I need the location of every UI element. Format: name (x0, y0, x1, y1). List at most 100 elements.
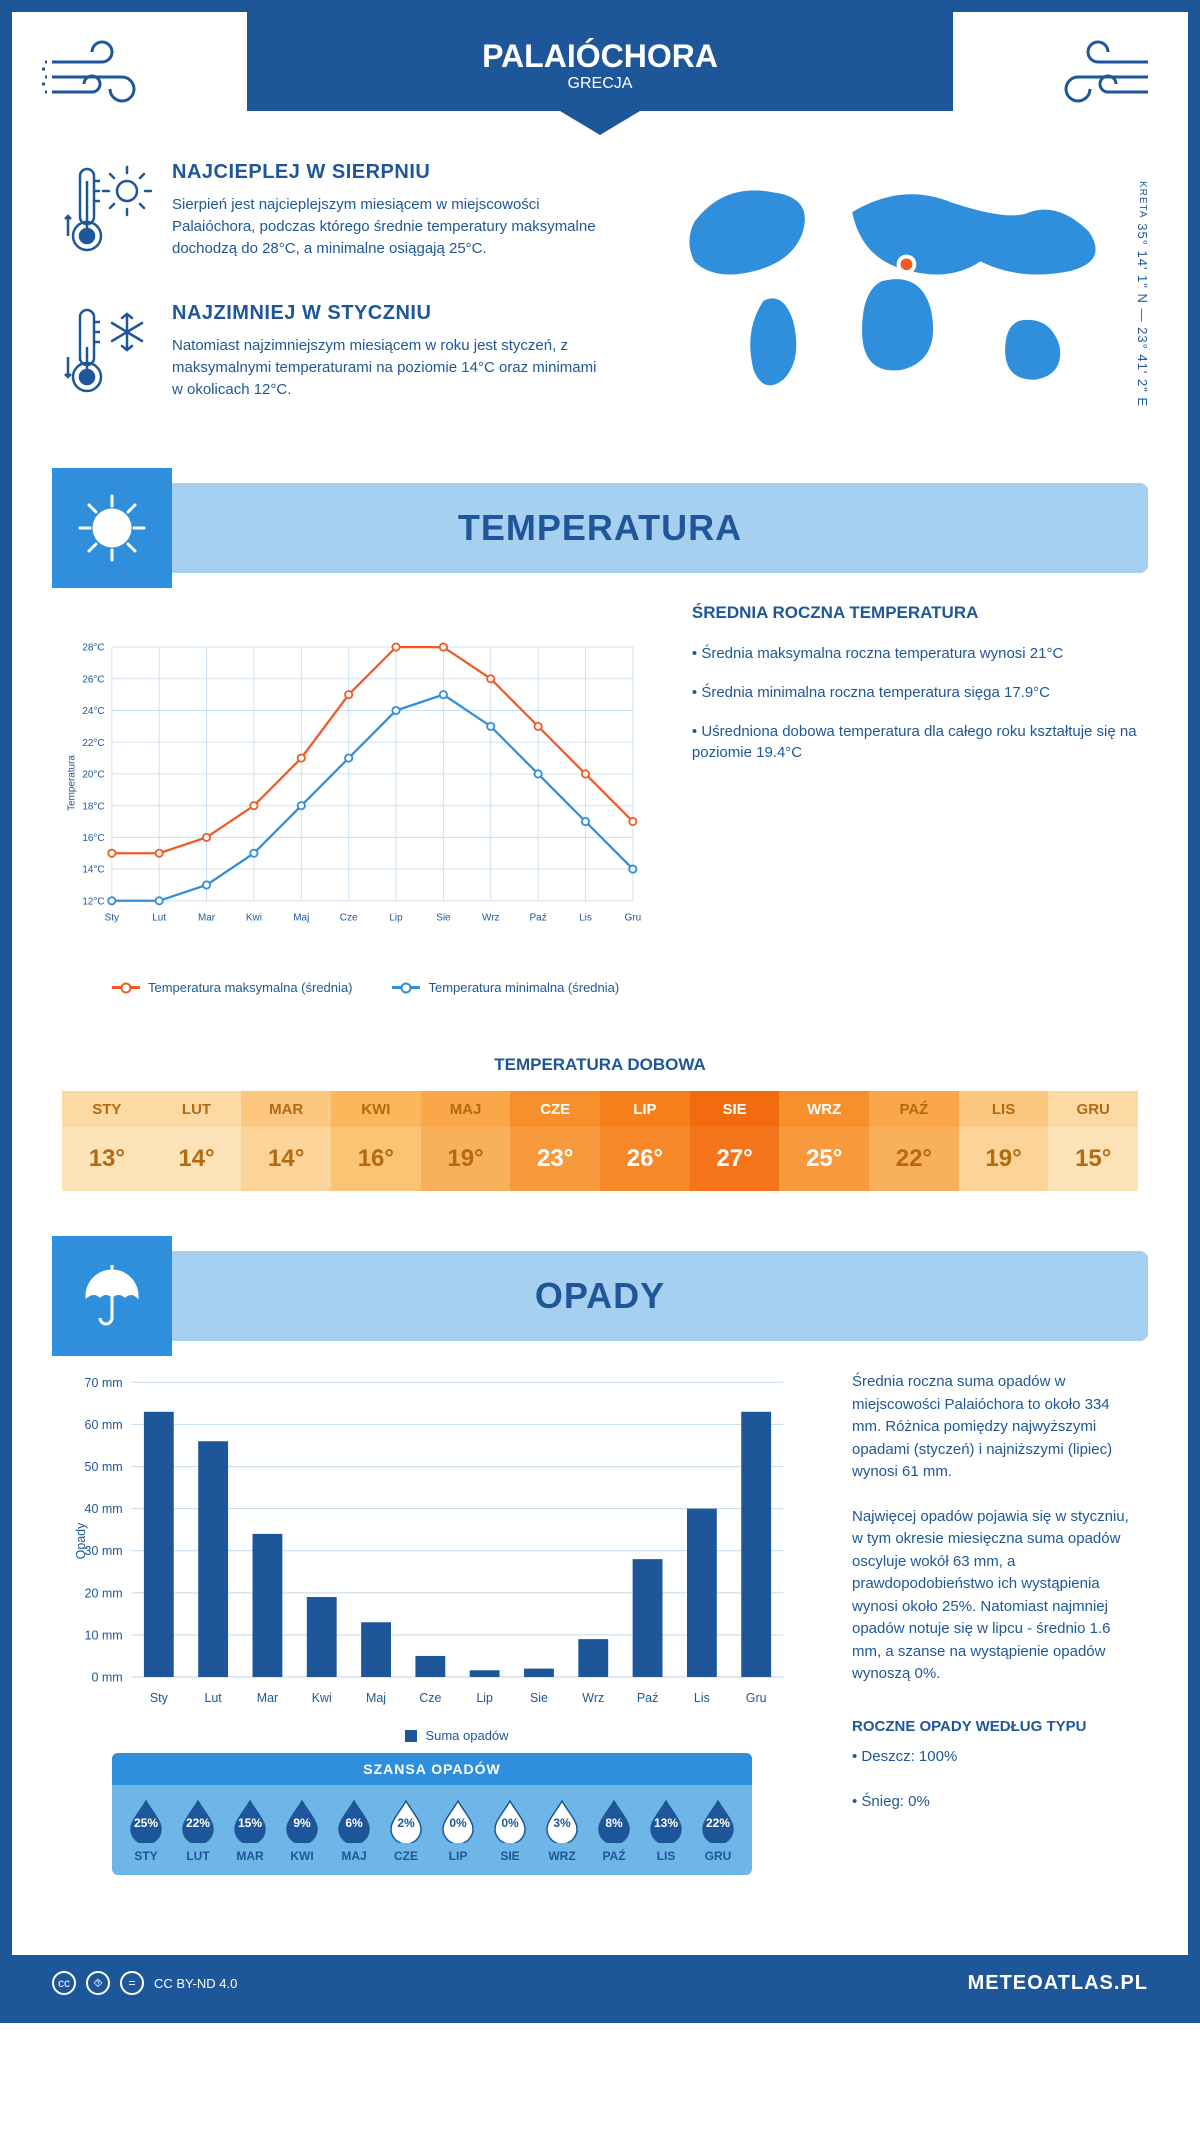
svg-text:10 mm: 10 mm (85, 1628, 123, 1642)
fact-hot-text: Sierpień jest najcieplejszym miesiącem w… (172, 194, 605, 259)
svg-text:Kwi: Kwi (246, 913, 262, 924)
svg-text:Opady: Opady (74, 1522, 88, 1559)
chance-cell: 22%LUT (172, 1797, 224, 1863)
umbrella-icon (52, 1236, 172, 1356)
svg-text:Wrz: Wrz (582, 1691, 604, 1705)
svg-text:Gru: Gru (625, 913, 642, 924)
world-map (645, 161, 1138, 421)
svg-text:Lut: Lut (152, 913, 166, 924)
legend-min: Temperatura minimalna (średnia) (428, 980, 619, 995)
svg-text:Paź: Paź (530, 913, 547, 924)
precipitation-bar-chart: 0 mm10 mm20 mm30 mm40 mm50 mm60 mm70 mmS… (62, 1371, 802, 1711)
precip-legend: Suma opadów (62, 1716, 802, 1743)
raindrop-icon: 22% (179, 1797, 217, 1843)
chance-cell: 8%PAŹ (588, 1797, 640, 1863)
daily-cell: STY13° (62, 1091, 152, 1191)
svg-text:Lis: Lis (694, 1691, 710, 1705)
section-title-temperature: TEMPERATURA (52, 507, 1148, 549)
daily-cell: LUT14° (152, 1091, 242, 1191)
license-label: CC BY-ND 4.0 (154, 1976, 237, 1991)
svg-text:Wrz: Wrz (482, 913, 500, 924)
thermometer-sun-icon (62, 161, 152, 266)
daily-temp-table: STY13°LUT14°MAR14°KWI16°MAJ19°CZE23°LIP2… (62, 1091, 1138, 1191)
country-label: GRECJA (247, 75, 953, 93)
svg-text:Maj: Maj (293, 913, 309, 924)
daily-cell: KWI16° (331, 1091, 421, 1191)
svg-text:Sie: Sie (530, 1691, 548, 1705)
svg-text:Lut: Lut (204, 1691, 222, 1705)
temp-stat1: • Średnia maksymalna roczna temperatura … (692, 643, 1138, 664)
raindrop-icon: 8% (595, 1797, 633, 1843)
site-name: METEOATLAS.PL (968, 1972, 1148, 1995)
sun-icon (52, 468, 172, 588)
svg-text:70 mm: 70 mm (85, 1376, 123, 1390)
svg-text:28°C: 28°C (82, 643, 104, 654)
svg-text:22°C: 22°C (82, 738, 104, 749)
svg-text:Cze: Cze (419, 1691, 441, 1705)
raindrop-icon: 3% (543, 1797, 581, 1843)
section-title-precipitation: OPADY (52, 1275, 1148, 1317)
daily-cell: LIP26° (600, 1091, 690, 1191)
wind-icon (42, 32, 162, 127)
svg-text:Lis: Lis (579, 913, 592, 924)
svg-text:24°C: 24°C (82, 706, 104, 717)
fact-cold-text: Natomiast najzimniejszym miesiącem w rok… (172, 335, 605, 400)
temp-legend: Temperatura maksymalna (średnia) Tempera… (62, 968, 642, 995)
wind-icon (1038, 32, 1158, 127)
chance-cell: 0%LIP (432, 1797, 484, 1863)
raindrop-icon: 0% (491, 1797, 529, 1843)
svg-text:Sty: Sty (150, 1691, 169, 1705)
daily-cell: SIE27° (690, 1091, 780, 1191)
precip-type2: • Śnieg: 0% (852, 1791, 1138, 1814)
svg-text:20 mm: 20 mm (85, 1586, 123, 1600)
svg-text:Kwi: Kwi (312, 1691, 332, 1705)
svg-text:Gru: Gru (746, 1691, 767, 1705)
svg-text:14°C: 14°C (82, 865, 104, 876)
chance-title: SZANSA OPADÓW (112, 1753, 752, 1785)
chance-cell: 6%MAJ (328, 1797, 380, 1863)
svg-text:Mar: Mar (198, 913, 216, 924)
svg-text:Lip: Lip (389, 913, 403, 924)
svg-text:Lip: Lip (476, 1691, 493, 1705)
daily-cell: MAR14° (241, 1091, 331, 1191)
precip-type-title: ROCZNE OPADY WEDŁUG TYPU (852, 1716, 1138, 1739)
chance-cell: 22%GRU (692, 1797, 744, 1863)
fact-cold-title: NAJZIMNIEJ W STYCZNIU (172, 302, 605, 325)
svg-text:60 mm: 60 mm (85, 1418, 123, 1432)
svg-text:Mar: Mar (257, 1691, 278, 1705)
chance-cell: 3%WRZ (536, 1797, 588, 1863)
fact-hot: NAJCIEPLEJ W SIERPNIU Sierpień jest najc… (62, 161, 605, 266)
chance-cell: 13%LIS (640, 1797, 692, 1863)
daily-cell: MAJ19° (421, 1091, 511, 1191)
footer: cc ⯑ = CC BY-ND 4.0 METEOATLAS.PL (12, 1955, 1188, 2011)
chance-cell: 25%STY (120, 1797, 172, 1863)
raindrop-icon: 25% (127, 1797, 165, 1843)
chance-cell: 9%KWI (276, 1797, 328, 1863)
fact-cold: NAJZIMNIEJ W STYCZNIU Natomiast najzimni… (62, 302, 605, 407)
section-bar-temperature: TEMPERATURA (52, 483, 1148, 573)
svg-text:20°C: 20°C (82, 770, 104, 781)
thermometer-snow-icon (62, 302, 152, 407)
raindrop-icon: 6% (335, 1797, 373, 1843)
by-icon: ⯑ (86, 1971, 110, 1995)
daily-temp-title: TEMPERATURA DOBOWA (12, 1055, 1188, 1075)
svg-text:26°C: 26°C (82, 674, 104, 685)
precip-text2: Najwięcej opadów pojawia się w styczniu,… (852, 1506, 1138, 1686)
chance-cell: 0%SIE (484, 1797, 536, 1863)
section-bar-precipitation: OPADY (52, 1251, 1148, 1341)
fact-hot-title: NAJCIEPLEJ W SIERPNIU (172, 161, 605, 184)
svg-text:40 mm: 40 mm (85, 1502, 123, 1516)
legend-precip: Suma opadów (425, 1728, 508, 1743)
raindrop-icon: 2% (387, 1797, 425, 1843)
svg-text:Paź: Paź (637, 1691, 658, 1705)
rain-chance-box: SZANSA OPADÓW 25%STY22%LUT15%MAR9%KWI6%M… (112, 1753, 752, 1875)
svg-text:Temperatura: Temperatura (67, 755, 78, 811)
chance-cell: 2%CZE (380, 1797, 432, 1863)
raindrop-icon: 22% (699, 1797, 737, 1843)
svg-text:12°C: 12°C (82, 896, 104, 907)
daily-cell: GRU15° (1048, 1091, 1138, 1191)
svg-text:30 mm: 30 mm (85, 1544, 123, 1558)
daily-cell: CZE23° (510, 1091, 600, 1191)
svg-text:Sty: Sty (105, 913, 119, 924)
legend-max: Temperatura maksymalna (średnia) (148, 980, 352, 995)
